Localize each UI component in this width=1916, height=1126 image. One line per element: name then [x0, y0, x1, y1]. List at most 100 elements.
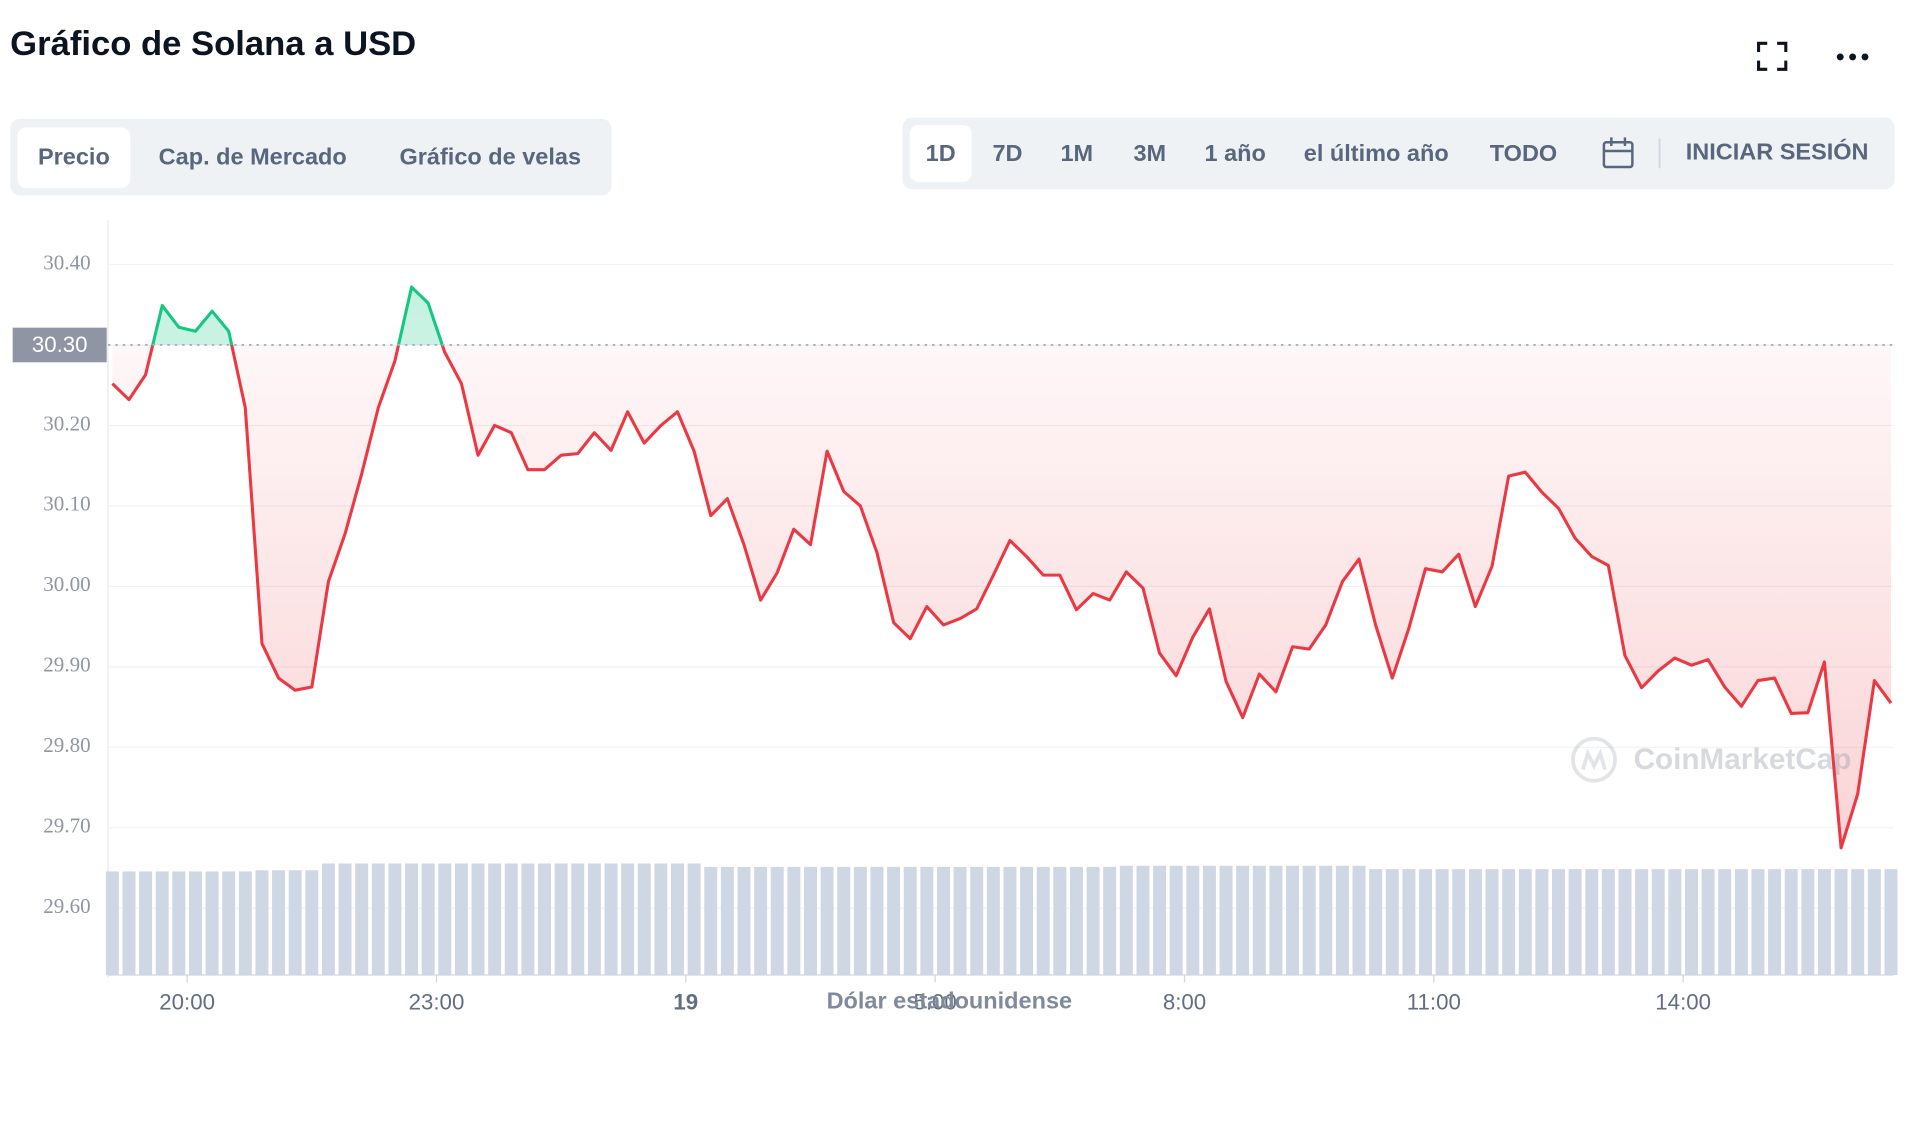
calendar-frame	[1602, 141, 1634, 169]
logo-glyph	[1581, 748, 1607, 771]
dot	[1861, 53, 1869, 61]
x-tick-label: 19	[673, 989, 698, 1014]
volume-bar	[288, 870, 302, 976]
volume-bar	[504, 863, 518, 976]
volume-bar	[571, 863, 585, 976]
range-group	[902, 117, 1895, 190]
volume-bar	[1552, 869, 1565, 976]
more-icon[interactable]	[1836, 53, 1869, 61]
volume-bar	[105, 871, 119, 976]
volume-bar	[1252, 865, 1266, 976]
range-button[interactable]: 1 año	[1204, 140, 1265, 166]
volume-bar	[1020, 866, 1034, 976]
area-down	[112, 344, 1891, 848]
volume-bar	[1003, 866, 1017, 976]
y-tick-label: 29.60	[43, 894, 90, 918]
volume-bar	[255, 870, 269, 976]
x-tick-label: 11:00	[1407, 989, 1461, 1014]
volume-bar	[1169, 865, 1183, 976]
volume-bar	[1535, 869, 1549, 976]
volume-bar	[1186, 865, 1200, 976]
tab-group	[10, 118, 612, 196]
volume-bar	[1768, 869, 1782, 976]
volume-bar	[1402, 869, 1416, 976]
y-tick-label: 29.90	[43, 653, 90, 677]
volume-bar	[1685, 869, 1698, 976]
volume-bar	[272, 870, 286, 976]
volume-bar	[1302, 865, 1316, 976]
volume-bar	[438, 863, 452, 976]
volume-bar	[405, 863, 419, 976]
volume-bar	[1202, 865, 1216, 976]
volume-bar	[903, 866, 917, 976]
volume-bar	[887, 866, 901, 976]
active-range-bg	[909, 124, 972, 182]
volume-bar	[122, 871, 136, 976]
tab[interactable]: Cap. de Mercado	[159, 144, 347, 170]
fullscreen-icon[interactable]	[1757, 41, 1788, 71]
volume-bar	[1153, 865, 1167, 976]
range-button[interactable]: 3M	[1133, 140, 1166, 166]
tab[interactable]: Precio	[38, 144, 110, 170]
volume-bar	[720, 866, 734, 976]
price-line-up	[151, 285, 444, 345]
watermark: CoinMarketCap	[1634, 743, 1852, 776]
login-button[interactable]: INICIAR SESIÓN	[1686, 138, 1869, 165]
area-up	[152, 287, 443, 345]
volume-bar	[488, 863, 502, 976]
volume-bar	[1884, 869, 1898, 976]
logo-ring	[1571, 736, 1617, 783]
volume-bar	[305, 870, 319, 976]
volume-bar	[1369, 869, 1383, 976]
volume-bar	[1103, 866, 1117, 976]
volume-bar	[1468, 869, 1482, 976]
volume-bar	[1784, 869, 1798, 976]
volume-bar	[621, 863, 635, 976]
volume-bar	[172, 871, 186, 976]
volume-bar	[1053, 866, 1067, 976]
volume-bar	[1286, 865, 1300, 976]
range-button[interactable]: TODO	[1490, 140, 1557, 166]
volume-bar	[936, 866, 950, 976]
volume-bar	[1734, 869, 1748, 976]
volume-bar	[222, 871, 236, 976]
volume-bar	[1352, 865, 1366, 976]
volume-bar	[870, 866, 884, 976]
volume-bar	[371, 863, 385, 976]
volume-bar	[1236, 865, 1250, 976]
volume-bar	[1219, 865, 1233, 976]
volume-bar	[188, 871, 202, 976]
range-button[interactable]: 1D	[926, 140, 956, 166]
volume-bar	[1751, 869, 1765, 976]
volume-bar	[1502, 869, 1516, 976]
volume-bar	[1419, 869, 1433, 976]
volume-bar	[820, 866, 834, 976]
range-button[interactable]: 1M	[1060, 140, 1093, 166]
volume-bar	[1651, 869, 1665, 976]
volume-bar	[388, 863, 402, 976]
volume-bar	[1518, 869, 1532, 976]
volume-bar	[637, 863, 651, 976]
price-line-down	[111, 344, 1893, 850]
tab[interactable]: Gráfico de velas	[399, 144, 581, 170]
range-button[interactable]: el último año	[1304, 140, 1449, 166]
volume-bar	[1269, 865, 1283, 976]
volume-bar	[238, 871, 252, 976]
volume-bar	[837, 866, 851, 976]
dot	[1849, 53, 1857, 61]
volume-bar	[1568, 869, 1582, 976]
volume-bar	[1834, 869, 1848, 976]
calendar-icon[interactable]	[1602, 137, 1634, 169]
volume-bar	[1851, 869, 1865, 976]
volume-bar	[920, 866, 934, 976]
y-tick-label: 30.00	[43, 572, 90, 596]
volume-bar	[1618, 869, 1632, 976]
volume-bar	[1485, 869, 1499, 976]
volume-bar	[1668, 869, 1682, 976]
volume-bar	[587, 863, 601, 976]
volume-bar	[1086, 866, 1100, 976]
page-title: Gráfico de Solana a USD	[10, 25, 416, 63]
volume-bar	[687, 863, 701, 976]
volume-bar	[1452, 869, 1466, 976]
range-button[interactable]: 7D	[992, 140, 1022, 166]
